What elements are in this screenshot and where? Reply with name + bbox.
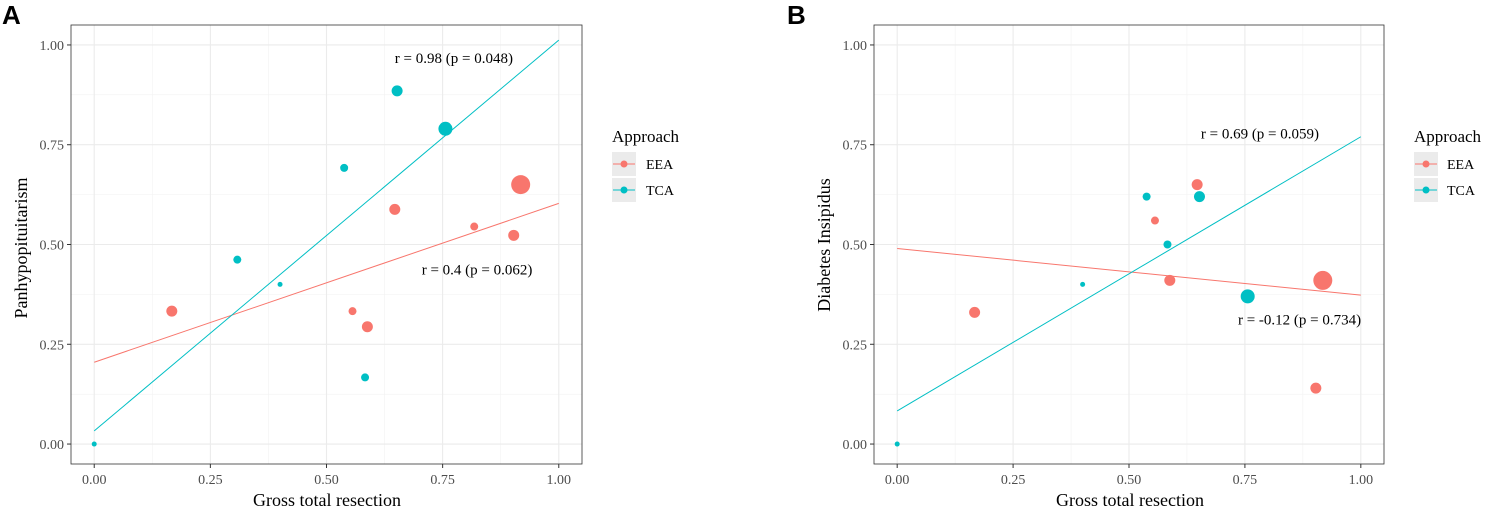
legend-title-b: Approach [1414,127,1482,146]
x-tick-label: 0.25 [1001,473,1026,488]
y-axis-title-b: Diabetes Insipidus [814,178,834,311]
plot-border [70,24,583,465]
x-axis-title-b: Gross total resection [1056,490,1204,507]
legend-key-dot-tca-b [1422,186,1430,194]
y-tick-label: 0.50 [843,239,868,254]
panel-a: A 0.00 0.25 0.50 0.75 1.00 0.00 0.25 0.50 0.75 1.… [2,0,680,507]
x-tick-label: 0.75 [430,473,455,488]
plot-area-b: 0.00 0.25 0.50 0.75 1.00 0.00 0.25 0.50 0.75 1.00… [843,24,1385,488]
data-point-eea [508,229,520,241]
legend-label-tca-a: TCA [646,184,675,199]
y-tick-label: 0.25 [843,338,868,353]
plot-border [873,24,1385,465]
data-point-tca [1163,240,1172,249]
correlation-annotation: r = 0.4 (p = 0.062) [422,262,533,278]
data-point-tca [438,121,453,136]
x-tick-label: 1.00 [1349,473,1374,488]
legend-label-eea-b: EEA [1447,158,1475,173]
legend-a: Approach EEA TCA [612,127,680,202]
y-tick-label: 0.75 [40,139,65,154]
data-point-tca [361,373,370,382]
data-point-tca [1193,191,1205,203]
data-point-eea [166,305,178,317]
y-tick-label: 0.50 [40,239,65,254]
fit-line-tca [93,39,560,432]
legend-key-dot-tca-a [620,186,628,194]
panel-letter-a: A [2,0,21,30]
fit-line-tca [896,136,1362,412]
data-point-tca [340,163,349,172]
legend-label-eea-a: EEA [646,158,674,173]
y-tick-label: 0.00 [843,438,868,453]
legend-title-a: Approach [612,127,680,146]
plot-area-a: 0.00 0.25 0.50 0.75 1.00 0.00 0.25 0.50 0.75 1.00… [40,24,583,488]
data-point-tca [277,281,283,287]
data-point-tca [894,441,900,447]
x-tick-label: 1.00 [547,473,572,488]
fit-line-eea [897,247,1361,296]
legend-b: Approach EEA TCA [1414,127,1482,202]
panel-b: B 0.00 0.25 0.50 0.75 1.00 0.00 0.25 0.50 0.75 1.… [787,0,1482,507]
data-point-tca [1142,192,1151,201]
data-point-eea [389,203,401,215]
x-axis-title-a: Gross total resection [253,490,401,507]
data-point-eea [1313,270,1333,290]
legend-label-tca-b: TCA [1447,184,1476,199]
data-point-eea [1310,382,1322,394]
correlation-annotation: r = 0.69 (p = 0.059) [1201,127,1319,143]
data-point-tca [91,441,97,447]
y-axis-title-a: Panhypopituitarism [11,178,31,319]
x-tick-label: 0.25 [198,473,223,488]
correlation-annotation: r = 0.98 (p = 0.048) [395,51,513,67]
data-point-eea [1191,179,1203,191]
data-point-eea [1150,216,1159,225]
x-tick-label: 0.75 [1233,473,1258,488]
y-tick-label: 0.25 [40,338,65,353]
x-tick-label: 0.00 [82,473,107,488]
x-tick-label: 0.00 [885,473,910,488]
y-tick-label: 0.75 [843,139,868,154]
data-point-eea [511,175,531,195]
data-point-tca [1080,281,1086,287]
data-point-eea [361,321,373,333]
y-tick-label: 1.00 [40,39,65,54]
y-tick-label: 1.00 [843,39,868,54]
data-point-eea [348,307,357,316]
data-point-tca [391,85,403,97]
x-tick-label: 0.50 [314,473,339,488]
data-point-tca [1240,289,1255,304]
panel-letter-b: B [787,0,806,30]
data-point-tca [233,255,242,264]
data-point-eea [1164,274,1176,286]
fit-line-eea [94,202,559,363]
data-point-eea [969,306,981,318]
data-point-eea [470,222,479,231]
legend-key-dot-eea-a [620,160,628,168]
x-tick-label: 0.50 [1117,473,1142,488]
y-tick-label: 0.00 [40,438,65,453]
legend-key-dot-eea-b [1422,160,1430,168]
correlation-annotation: r = -0.12 (p = 0.734) [1238,312,1361,328]
